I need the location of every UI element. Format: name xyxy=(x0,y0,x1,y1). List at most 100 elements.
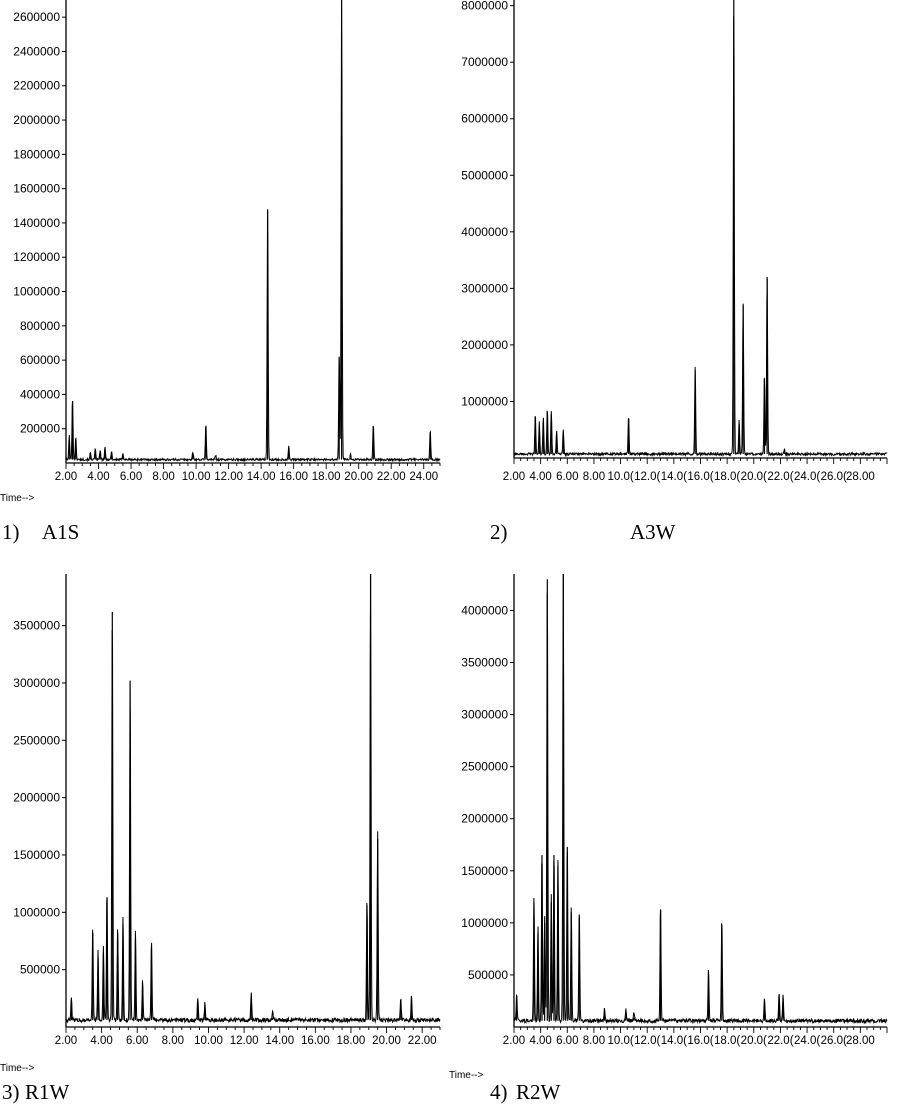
y-tick-label: 8000000 xyxy=(461,0,508,13)
x-tick-label: 16.00 xyxy=(279,471,308,483)
y-tick-label: 3000000 xyxy=(461,281,508,295)
y-tick-label: 2500000 xyxy=(13,733,60,747)
x-tick-label: 4.00 xyxy=(529,1035,551,1047)
panel-number: 1) xyxy=(2,520,20,544)
x-tick-label: 22.00 xyxy=(408,1035,437,1047)
y-tick-label: 1500000 xyxy=(461,864,508,878)
y-tick-label: 2000000 xyxy=(13,113,60,127)
x-tick-label: 6.00 xyxy=(126,1035,148,1047)
y-tick-label: 500000 xyxy=(468,968,508,982)
y-tick-label: 3500000 xyxy=(461,656,508,670)
x-tick-label: 18.0( xyxy=(714,471,740,483)
y-tick-label: 1000000 xyxy=(461,916,508,930)
x-tick-label: 18.0( xyxy=(714,1035,740,1047)
x-tick-label: 24.00 xyxy=(409,471,438,483)
x-tick-label: 12.00 xyxy=(214,471,243,483)
chromatogram-trace xyxy=(65,573,441,1024)
y-tick-label: 800000 xyxy=(20,319,60,333)
x-tick-label: 22.0( xyxy=(767,471,793,483)
y-tick-label: 3000000 xyxy=(461,708,508,722)
x-tick-label: 16.0( xyxy=(687,1035,713,1047)
x-tick-label: 26.0( xyxy=(821,471,847,483)
x-tick-label: 8.00 xyxy=(162,1035,184,1047)
x-tick-label: 20.00 xyxy=(344,471,373,483)
time-axis-label: Time--> xyxy=(0,493,35,504)
x-tick-label: 2.00 xyxy=(55,471,77,483)
y-tick-label: 1500000 xyxy=(13,848,60,862)
sample-name: R2W xyxy=(516,1080,561,1104)
y-tick-label: 1200000 xyxy=(13,250,60,264)
y-tick-label: 2600000 xyxy=(13,10,60,24)
sample-name: A3W xyxy=(630,520,676,544)
y-tick-label: 200000 xyxy=(20,422,60,436)
x-tick-label: 8.00 xyxy=(583,1035,605,1047)
x-tick-label: 26.0( xyxy=(821,1035,847,1047)
x-tick-label: 16.0( xyxy=(687,471,713,483)
y-tick-label: 600000 xyxy=(20,353,60,367)
x-tick-label: 28.00 xyxy=(846,471,875,483)
chromatogram-trace xyxy=(513,16,888,458)
time-axis-label: Time--> xyxy=(449,1070,484,1081)
panel-number: 4) xyxy=(490,1080,508,1104)
x-tick-label: 12.0( xyxy=(634,1035,660,1047)
y-tick-label: 5000000 xyxy=(461,168,508,182)
x-tick-label: 4.00 xyxy=(87,471,109,483)
x-tick-label: 18.00 xyxy=(312,471,341,483)
y-tick-label: 1000000 xyxy=(13,285,60,299)
x-tick-label: 20.00 xyxy=(372,1035,401,1047)
panel-number: 2) xyxy=(490,520,508,544)
x-tick-label: 20.0( xyxy=(741,1035,767,1047)
x-tick-label: 24.0( xyxy=(794,1035,820,1047)
x-tick-label: 24.0( xyxy=(794,471,820,483)
x-tick-label: 4.00 xyxy=(90,1035,112,1047)
x-tick-label: 10.0( xyxy=(607,471,633,483)
chromatogram-panel-3: 500000 1000000 1500000 2000000 2500000 300000… xyxy=(0,573,441,1104)
y-tick-label: 2200000 xyxy=(13,79,60,93)
y-tick-label: 7000000 xyxy=(461,55,508,69)
chromatogram-panel-2: 1000000 2000000 3000000 4000000 5000000 60000… xyxy=(461,0,888,544)
y-tick-label: 2000000 xyxy=(461,338,508,352)
y-tick-label: 2500000 xyxy=(461,760,508,774)
y-tick-label: 2400000 xyxy=(13,44,60,58)
x-tick-label: 14.00 xyxy=(265,1035,294,1047)
x-tick-label: 22.0( xyxy=(767,1035,793,1047)
sample-name: A1S xyxy=(42,520,79,544)
y-tick-label: 1600000 xyxy=(13,182,60,196)
y-tick-label: 1800000 xyxy=(13,147,60,161)
y-tick-label: 2000000 xyxy=(461,812,508,826)
x-tick-label: 6.00 xyxy=(556,1035,578,1047)
x-tick-label: 12.00 xyxy=(230,1035,259,1047)
x-tick-label: 2.00 xyxy=(55,1035,77,1047)
x-tick-label: 16.00 xyxy=(301,1035,330,1047)
x-tick-label: 14.0( xyxy=(661,1035,687,1047)
y-tick-label: 3500000 xyxy=(13,619,60,633)
x-tick-label: 20.0( xyxy=(741,471,767,483)
y-tick-label: 1400000 xyxy=(13,216,60,230)
x-tick-label: 2.00 xyxy=(503,471,525,483)
y-tick-label: 1000000 xyxy=(461,394,508,408)
x-tick-label: 10.00 xyxy=(194,1035,223,1047)
time-axis-label: Time--> xyxy=(0,1063,35,1074)
y-tick-label: 3000000 xyxy=(13,676,60,690)
x-tick-label: 28.00 xyxy=(846,1035,875,1047)
x-tick-label: 12.0( xyxy=(634,471,660,483)
panel-number: 3) xyxy=(2,1080,20,1104)
y-tick-label: 1000000 xyxy=(13,905,60,919)
x-tick-label: 6.00 xyxy=(120,471,142,483)
x-tick-label: 6.00 xyxy=(556,471,578,483)
y-tick-label: 500000 xyxy=(20,963,60,977)
x-tick-label: 4.00 xyxy=(529,471,551,483)
chromatogram-trace xyxy=(65,8,441,463)
x-tick-label: 8.00 xyxy=(152,471,174,483)
x-tick-label: 14.0( xyxy=(661,471,687,483)
y-tick-label: 6000000 xyxy=(461,112,508,126)
chromatogram-trace xyxy=(513,573,888,1025)
x-tick-label: 10.0( xyxy=(607,1035,633,1047)
chromatogram-panel-1: 200000 400000 600000 800000 1000000 1200000 14… xyxy=(0,0,441,544)
x-tick-label: 10.00 xyxy=(182,471,211,483)
y-tick-label: 4000000 xyxy=(461,603,508,617)
y-tick-label: 2000000 xyxy=(13,791,60,805)
x-tick-label: 14.00 xyxy=(247,471,276,483)
x-tick-label: 18.00 xyxy=(337,1035,366,1047)
chromatogram-panel-4: 500000 1000000 1500000 2000000 2500000 300000… xyxy=(449,573,888,1104)
